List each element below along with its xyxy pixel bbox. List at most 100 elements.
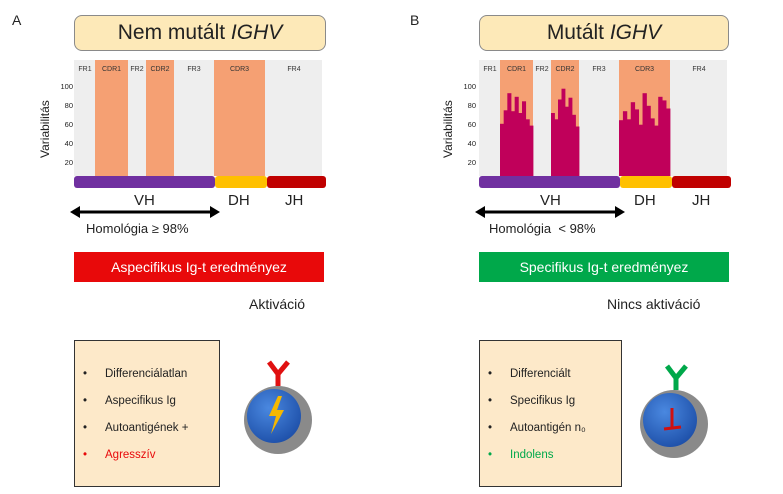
list-item: • Agresszív <box>83 449 156 461</box>
variability-bar-cdr2 <box>558 99 562 176</box>
list-item-text: Aspecifikus Ig <box>105 395 176 407</box>
variability-bar-cdr3 <box>666 108 671 176</box>
region-label-cdr2: CDR2 <box>150 66 170 73</box>
region-label-fr3: FR3 <box>592 66 606 73</box>
panel-a-y-axis-label: Variabilitás <box>38 100 52 158</box>
list-item-text: Specifikus Ig <box>510 395 576 407</box>
region-label-cdr1: CDR1 <box>506 66 527 73</box>
bullet: • <box>83 368 88 380</box>
variability-bar-cdr3 <box>662 100 667 176</box>
panel-b-y-tick: 60 <box>467 120 476 129</box>
variability-bar-cdr1 <box>529 125 534 176</box>
panel-a-vh-segment <box>74 176 215 188</box>
region-label-cdr1: CDR1 <box>101 66 122 73</box>
panel-a-dh-label: DH <box>228 192 250 209</box>
list-item-text: Differenciált <box>510 368 571 380</box>
panel-a-cdr3-region <box>214 60 265 176</box>
region-label-fr2: FR2 <box>130 66 144 73</box>
panel-b-jh-segment <box>672 176 731 188</box>
variability-bar-cdr1 <box>503 110 508 176</box>
panel-a-dh-segment <box>215 176 267 188</box>
panel-a-plot-area: FR1 CDR1 FR2 CDR2 FR3 CDR3 FR4 <box>74 60 322 176</box>
panel-a-homology: Homológia ≥ 98% <box>86 221 189 236</box>
panel-a-jh-label: JH <box>285 192 304 209</box>
list-item-text: Autoantigén n₀ <box>510 422 586 434</box>
region-label-fr3: FR3 <box>187 66 201 73</box>
variability-bar-cdr2 <box>551 113 555 176</box>
variability-bar-cdr3 <box>630 102 636 176</box>
list-item-text: Indolens <box>510 449 554 461</box>
variability-bar-cdr3 <box>622 111 628 176</box>
panel-a-cdr1-region <box>95 60 128 176</box>
panel-a-y-tick: 20 <box>64 158 73 167</box>
panel-b-dh-label: DH <box>634 192 656 209</box>
variability-bar-cdr1 <box>507 93 512 176</box>
variability-bar-cdr2 <box>554 119 559 176</box>
list-item: • Differenciálatlan <box>83 368 187 380</box>
variability-bar-cdr3 <box>634 109 640 176</box>
variability-bar-cdr3 <box>642 93 647 176</box>
region-label-fr2: FR2 <box>535 66 549 73</box>
bullet: • <box>83 449 88 461</box>
variability-bar-cdr1 <box>500 123 505 176</box>
variability-bar-cdr3 <box>626 119 632 176</box>
bullet: • <box>83 422 88 434</box>
list-item-text: Differenciálatlan <box>105 368 188 380</box>
panel-b-y-axis-label: Variabilitás <box>441 100 455 158</box>
cell-nucleus <box>643 393 697 447</box>
list-item: • Autoantigén n₀ <box>488 422 586 434</box>
variability-bar-cdr2 <box>561 88 566 176</box>
panel-a-y-tick: 60 <box>64 120 73 129</box>
list-item-text: Agresszív <box>105 449 156 461</box>
panel-b-y-tick: 100 <box>463 82 476 91</box>
variability-bar-cdr1 <box>514 96 519 176</box>
variability-bar-chart <box>500 88 671 176</box>
panel-a-y-tick: 100 <box>60 82 73 91</box>
variability-bar-cdr2 <box>575 126 580 176</box>
variability-bar-cdr3 <box>646 105 651 176</box>
variability-bar-cdr2 <box>572 114 576 176</box>
antibody-receptor-icon <box>267 360 290 386</box>
variability-bar-cdr1 <box>511 111 516 176</box>
variability-bar-cdr1 <box>525 119 530 176</box>
list-item: • Aspecifikus Ig <box>83 395 176 407</box>
region-label-cdr3: CDR3 <box>634 66 655 73</box>
panel-a-label: A <box>12 12 22 28</box>
list-item: • Indolens <box>488 449 553 461</box>
panel-a-cdr2-region <box>146 60 174 176</box>
variability-bar-cdr3 <box>654 125 659 176</box>
panel-b-plot-area: FR1 CDR1 FR2 CDR2 FR3 CDR3 FR4 <box>479 60 727 176</box>
bullet: • <box>488 449 493 461</box>
panel-b-vh-segment <box>479 176 620 188</box>
bullet: • <box>488 422 493 434</box>
panel-b-double-arrow <box>475 206 625 218</box>
panel-a-title: Nem mutált IGHV <box>74 15 326 51</box>
panel-b-y-tick: 20 <box>467 158 476 167</box>
inhibition-symbol-icon <box>663 408 682 431</box>
list-item: • Differenciált <box>488 368 571 380</box>
panel-b-title: Mutált IGHV <box>479 15 729 51</box>
panel-a-b-cell-illustration <box>244 360 312 454</box>
variability-bar-cdr2 <box>565 106 569 176</box>
region-label-fr1: FR1 <box>78 66 92 73</box>
variability-bar-cdr3 <box>638 124 643 176</box>
panel-a-y-tick: 40 <box>64 139 73 148</box>
region-label-fr4: FR4 <box>692 66 706 73</box>
list-item: • Autoantigének + <box>83 422 188 434</box>
panel-b-homology: Homológia < 98% <box>489 221 596 236</box>
region-label-cdr2: CDR2 <box>555 66 575 73</box>
panel-a-result-banner: Aspecifikus Ig-t eredményez <box>74 252 324 282</box>
panel-b-activation: Nincs aktiváció <box>607 296 701 312</box>
bullet: • <box>83 395 88 407</box>
panel-a-activation: Aktiváció <box>249 296 306 312</box>
panel-b-jh-label: JH <box>692 192 711 209</box>
panel-b-dh-segment <box>620 176 672 188</box>
panel-b-label: B <box>410 12 420 28</box>
variability-bar-cdr1 <box>518 113 523 176</box>
panel-a-info-box: • Differenciálatlan • Aspecifikus Ig • Auto… <box>74 340 220 487</box>
variability-bar-cdr2 <box>568 97 573 176</box>
list-item-text: Autoantigének + <box>105 422 189 434</box>
panel-b-b-cell-illustration <box>640 364 708 458</box>
panel-a-y-tick: 80 <box>64 101 73 110</box>
panel-a-double-arrow <box>70 206 220 218</box>
